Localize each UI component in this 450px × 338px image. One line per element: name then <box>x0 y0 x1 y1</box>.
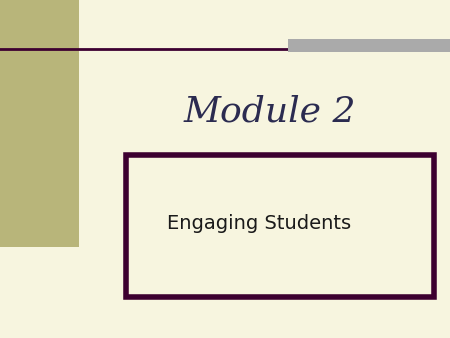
Text: Engaging Students: Engaging Students <box>166 214 351 233</box>
Bar <box>126 155 434 297</box>
Bar <box>288 39 450 52</box>
Bar <box>0 0 79 247</box>
Text: Module 2: Module 2 <box>184 95 356 128</box>
